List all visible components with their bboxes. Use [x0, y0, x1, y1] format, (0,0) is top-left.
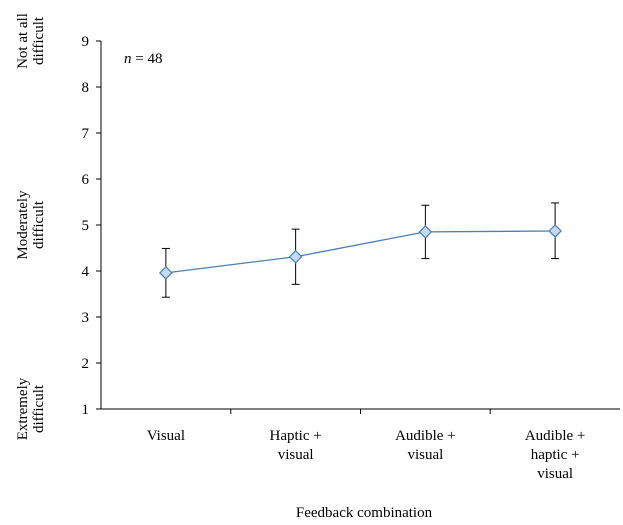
data-point-marker	[418, 225, 433, 239]
x-axis-title: Feedback combination	[296, 505, 433, 521]
data-point-marker	[159, 265, 173, 280]
y-tick-label: 5	[82, 218, 90, 234]
x-category-label: Audible + haptic + visual	[525, 428, 586, 482]
y-scale-label: Extremelydifficult	[15, 377, 47, 440]
x-category-label: Haptic + visual	[270, 428, 322, 463]
x-category-label: Audible + visual	[395, 428, 456, 463]
y-tick-label: 4	[82, 264, 90, 280]
y-scale-label-text: Moderatelydifficult	[15, 190, 47, 260]
x-category-label: Visual	[147, 428, 185, 444]
y-tick-label: 9	[82, 34, 90, 50]
data-point-marker	[548, 224, 562, 238]
y-axis: 1 2 3 4 5 6 7 8 9	[82, 34, 102, 418]
y-scale-label: Not at alldifficult	[15, 13, 47, 69]
y-tick-label: 2	[82, 356, 90, 372]
y-scale-label: Moderatelydifficult	[15, 190, 47, 260]
y-tick-label: 8	[82, 80, 90, 96]
y-scale-label-text: Extremelydifficult	[15, 377, 47, 440]
y-tick-label: 1	[82, 402, 90, 418]
y-tick-label: 3	[82, 310, 90, 326]
data-point-marker	[288, 249, 303, 264]
y-scale-anchor-labels: Not at alldifficult Moderatelydifficult Ex…	[15, 13, 47, 440]
y-scale-label-text: Not at alldifficult	[15, 13, 47, 69]
y-tick-label: 6	[82, 172, 90, 188]
plot-area	[159, 202, 562, 298]
x-axis: Visual Haptic + visual Audible + visual Audib…	[101, 408, 620, 482]
y-tick-label: 7	[82, 126, 90, 142]
sample-size-annotation: n = 48	[124, 51, 162, 67]
series-line	[165, 230, 556, 274]
